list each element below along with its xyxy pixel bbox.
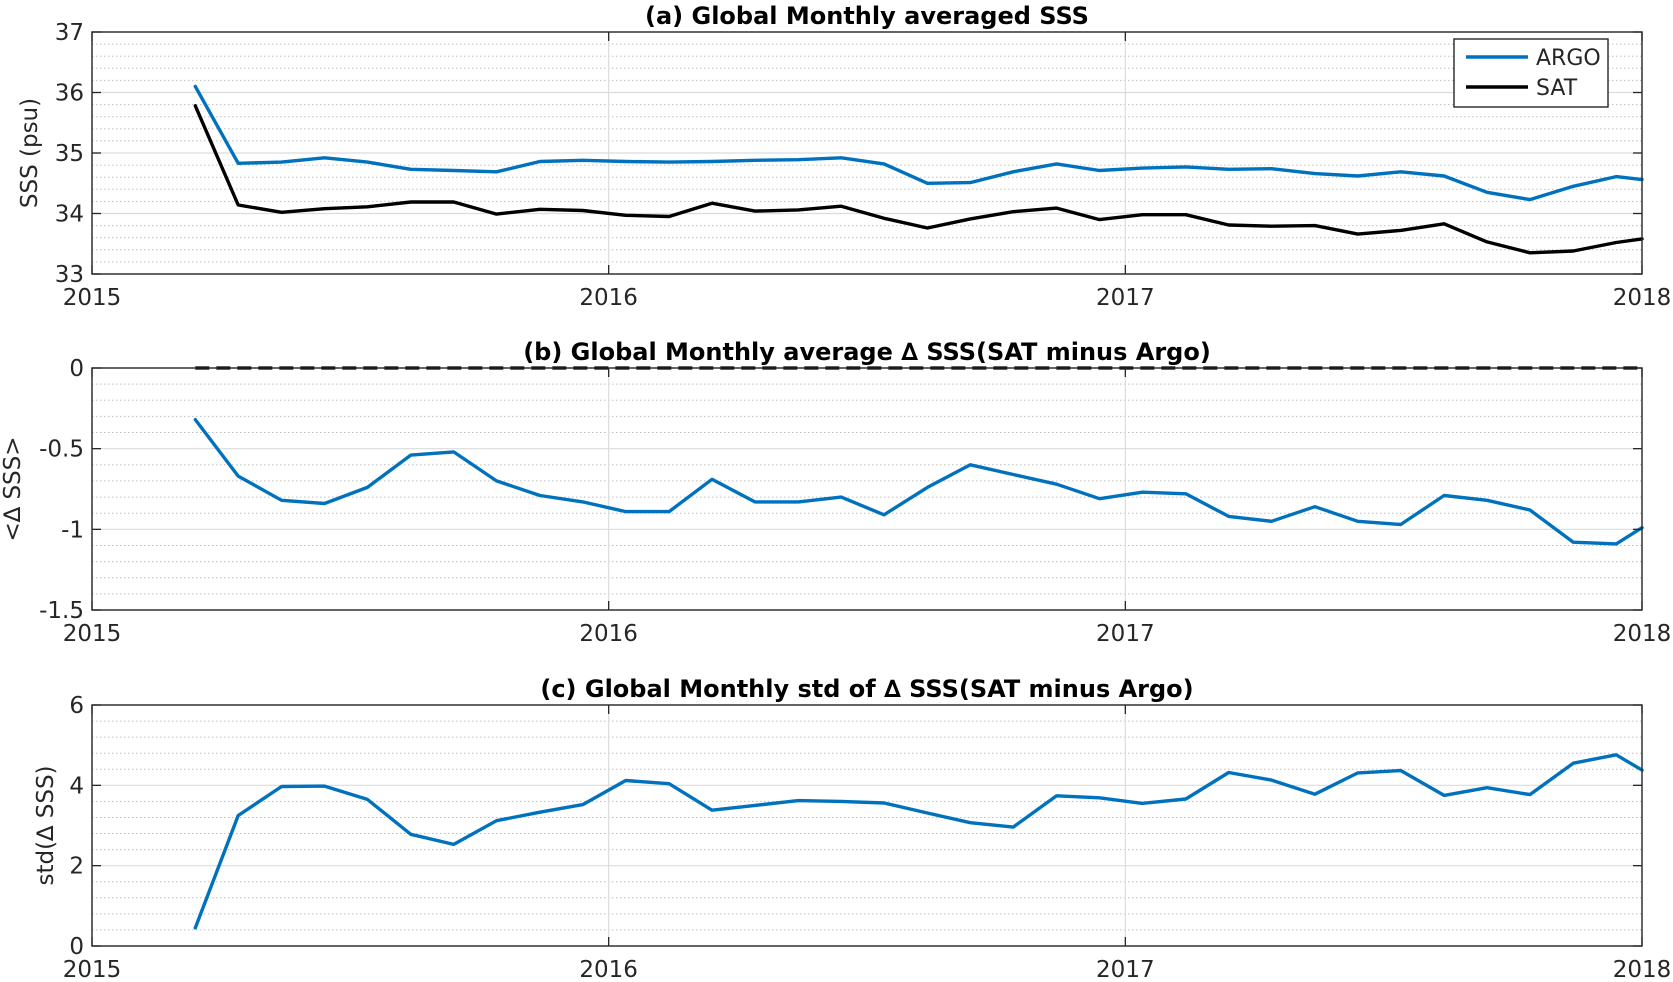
y-tick-label: 6 bbox=[69, 693, 84, 719]
legend: ARGO SAT bbox=[1453, 38, 1609, 108]
tick-marks bbox=[91, 704, 1643, 947]
x-tick-label: 2018 bbox=[1613, 285, 1672, 311]
x-tick-label: 2017 bbox=[1096, 621, 1155, 647]
chart-title: (a) Global Monthly averaged SSS bbox=[645, 2, 1089, 30]
series-line-argo bbox=[193, 84, 1644, 202]
x-tick-label: 2015 bbox=[63, 957, 122, 982]
y-tick-label: 36 bbox=[55, 81, 84, 107]
y-axis-label: SSS (psu) bbox=[17, 98, 43, 208]
chart-title: (c) Global Monthly std of ∆ SSS(SAT minu… bbox=[540, 675, 1193, 703]
x-tick-label: 2016 bbox=[579, 621, 638, 647]
series-line-1 bbox=[193, 417, 1644, 546]
legend-entry-argo: ARGO bbox=[1536, 46, 1601, 71]
y-axis-label: <∆ SSS> bbox=[0, 436, 26, 541]
axes-box bbox=[91, 704, 1643, 947]
y-tick-label: -1 bbox=[61, 517, 84, 543]
chart-panel-2: -1.5 -1 -0.5 0 2015 2016 2017 2018 (b) Global Mo… bbox=[0, 338, 1671, 647]
chart-panel-3: 0 2 4 6 2015 2016 2017 2018 (c) Global Monthly s… bbox=[33, 675, 1671, 982]
y-tick-label: 37 bbox=[55, 20, 84, 46]
legend-box bbox=[1453, 38, 1609, 108]
tick-marks bbox=[91, 367, 1643, 611]
x-tick-label: 2017 bbox=[1096, 285, 1155, 311]
chart-title: (b) Global Monthly average ∆ SSS(SAT min… bbox=[523, 338, 1211, 366]
plot-area bbox=[92, 705, 1642, 946]
x-tick-label: 2015 bbox=[63, 285, 122, 311]
y-tick-label: -0.5 bbox=[39, 437, 84, 463]
chart-panel-1: 33 34 35 36 37 2015 2016 2017 2018 (a) Global Mon… bbox=[17, 2, 1671, 311]
x-tick-label: 2016 bbox=[579, 957, 638, 982]
series-line-1 bbox=[193, 753, 1644, 930]
x-tick-label: 2018 bbox=[1613, 621, 1672, 647]
y-tick-label: 35 bbox=[55, 141, 84, 167]
y-tick-label: 4 bbox=[69, 773, 84, 799]
x-tick-label: 2018 bbox=[1613, 957, 1672, 982]
y-axis-label: std(∆ SSS) bbox=[33, 765, 59, 885]
tick-marks bbox=[91, 31, 1643, 275]
x-tick-label: 2017 bbox=[1096, 957, 1155, 982]
y-tick-label: 0 bbox=[69, 934, 84, 960]
legend-entry-sat: SAT bbox=[1536, 76, 1578, 101]
plot-area bbox=[92, 368, 1642, 610]
series-line-sat bbox=[193, 104, 1644, 255]
y-tick-label: 0 bbox=[69, 356, 84, 382]
y-tick-label: 33 bbox=[55, 262, 84, 288]
y-tick-label: 34 bbox=[55, 202, 84, 228]
axes-box bbox=[91, 367, 1643, 611]
y-tick-label: -1.5 bbox=[39, 598, 84, 624]
x-tick-label: 2015 bbox=[63, 621, 122, 647]
x-tick-label: 2016 bbox=[579, 285, 638, 311]
y-tick-label: 2 bbox=[69, 854, 84, 880]
